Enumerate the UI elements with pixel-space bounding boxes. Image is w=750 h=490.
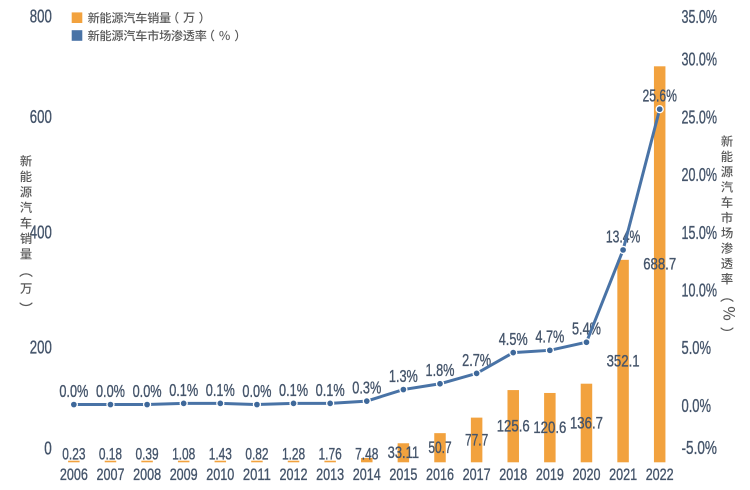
svg-text:0.1%: 0.1% — [316, 380, 345, 400]
svg-text:20.0%: 20.0% — [682, 164, 718, 185]
svg-text:1.76: 1.76 — [319, 445, 342, 464]
svg-text:30.0%: 30.0% — [682, 49, 718, 70]
svg-text:2012: 2012 — [280, 465, 308, 484]
svg-text:15.0%: 15.0% — [682, 222, 718, 243]
svg-text:600: 600 — [30, 106, 52, 127]
svg-text:2010: 2010 — [206, 465, 234, 484]
svg-text:-5.0%: -5.0% — [682, 437, 718, 458]
svg-text:1.08: 1.08 — [172, 445, 195, 464]
svg-text:136.7: 136.7 — [570, 413, 603, 432]
svg-text:0: 0 — [44, 438, 52, 459]
svg-text:0.1%: 0.1% — [279, 380, 308, 400]
svg-text:25.0%: 25.0% — [682, 106, 718, 127]
svg-text:5.4%: 5.4% — [572, 319, 601, 339]
svg-text:13.4%: 13.4% — [606, 226, 641, 246]
svg-text:0.0%: 0.0% — [133, 381, 162, 401]
svg-text:0.18: 0.18 — [99, 445, 122, 464]
svg-text:0.23: 0.23 — [62, 445, 85, 464]
svg-text:0.0%: 0.0% — [682, 395, 712, 416]
svg-text:5.0%: 5.0% — [682, 337, 712, 358]
svg-text:1.43: 1.43 — [209, 445, 232, 464]
svg-text:2017: 2017 — [463, 465, 491, 484]
svg-text:200: 200 — [30, 336, 52, 357]
svg-text:800: 800 — [30, 5, 52, 26]
svg-text:7.48: 7.48 — [355, 445, 378, 464]
svg-text:0.0%: 0.0% — [242, 381, 271, 401]
svg-text:2008: 2008 — [133, 465, 161, 484]
svg-text:1.3%: 1.3% — [389, 366, 418, 386]
svg-text:33.11: 33.11 — [388, 443, 420, 462]
svg-text:35.0%: 35.0% — [682, 6, 718, 27]
svg-text:2007: 2007 — [96, 465, 124, 484]
svg-text:2015: 2015 — [389, 465, 417, 484]
svg-text:4.5%: 4.5% — [499, 329, 528, 349]
svg-text:0.3%: 0.3% — [352, 377, 381, 397]
svg-text:2018: 2018 — [499, 465, 527, 484]
svg-text:0.0%: 0.0% — [96, 381, 125, 401]
svg-text:2016: 2016 — [426, 465, 454, 484]
svg-text:0.82: 0.82 — [245, 445, 268, 464]
svg-text:2021: 2021 — [609, 465, 637, 484]
svg-text:120.6: 120.6 — [533, 418, 566, 437]
svg-text:2014: 2014 — [353, 465, 381, 484]
svg-text:688.7: 688.7 — [643, 255, 676, 274]
svg-text:4.7%: 4.7% — [535, 327, 564, 347]
svg-text:2.7%: 2.7% — [462, 350, 491, 370]
svg-text:0.1%: 0.1% — [206, 380, 235, 400]
svg-text:50.7: 50.7 — [428, 438, 451, 457]
svg-text:2009: 2009 — [170, 465, 198, 484]
svg-text:1.8%: 1.8% — [426, 360, 455, 380]
svg-text:2019: 2019 — [536, 465, 564, 484]
svg-text:0.0%: 0.0% — [59, 381, 88, 401]
svg-text:400: 400 — [30, 221, 52, 242]
svg-text:2020: 2020 — [572, 465, 600, 484]
svg-text:10.0%: 10.0% — [682, 280, 718, 301]
svg-text:2013: 2013 — [316, 465, 344, 484]
svg-text:125.6: 125.6 — [497, 416, 530, 435]
svg-text:0.39: 0.39 — [135, 445, 158, 464]
svg-text:25.6%: 25.6% — [642, 86, 677, 106]
svg-text:2022: 2022 — [646, 465, 674, 484]
svg-text:352.1: 352.1 — [607, 351, 640, 370]
svg-text:0.1%: 0.1% — [169, 380, 198, 400]
svg-text:2011: 2011 — [243, 465, 271, 484]
svg-text:1.28: 1.28 — [282, 445, 305, 464]
svg-text:77.7: 77.7 — [465, 430, 488, 449]
svg-text:2006: 2006 — [60, 465, 88, 484]
